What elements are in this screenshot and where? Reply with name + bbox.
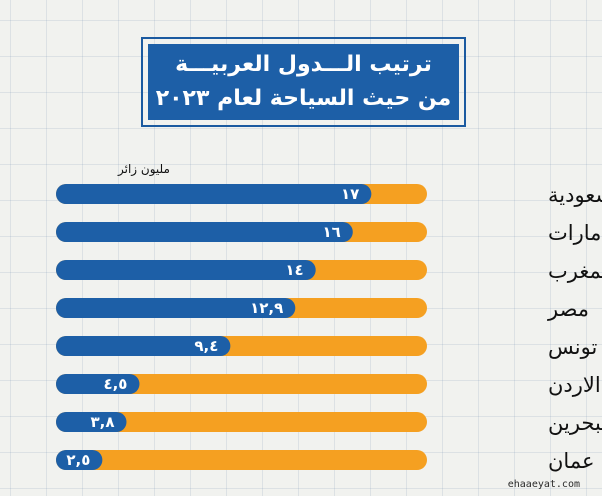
- bar-value-6: [56, 412, 127, 432]
- data-label-5: ٤,٥: [103, 375, 127, 393]
- category-label-1: الامارات: [548, 221, 602, 245]
- title-frame: ترتيب الـــدول العربيـــة من حيث السياحة…: [141, 37, 466, 127]
- title-line-2: من حيث السياحة لعام ٢٠٢٣: [155, 86, 452, 111]
- data-label-7: ٢,٥: [66, 451, 90, 469]
- category-label-4: تونس: [548, 335, 597, 359]
- data-label-3: ١٢,٩: [250, 299, 283, 317]
- title-line-1: ترتيب الـــدول العربيـــة: [175, 52, 432, 77]
- bar-track-5: [56, 374, 427, 394]
- data-label-0: ١٧: [341, 185, 359, 203]
- bar-value-5: [56, 374, 140, 394]
- title-panel: ترتيب الـــدول العربيـــة من حيث السياحة…: [148, 44, 459, 120]
- category-label-2: المغرب: [548, 259, 602, 283]
- bar-value-3: [56, 298, 296, 318]
- category-label-7: عمان: [548, 449, 595, 473]
- category-label-5: الاردن: [548, 373, 601, 397]
- bar-value-0: [56, 184, 372, 204]
- bar-track-7: [56, 450, 427, 470]
- category-label-6: البحرين: [548, 411, 602, 435]
- data-label-2: ١٤: [285, 261, 303, 279]
- data-label-1: ١٦: [322, 223, 340, 241]
- bar-value-1: [56, 222, 353, 242]
- bar-value-2: [56, 260, 316, 280]
- unit-label: مليون زائر: [118, 162, 170, 176]
- watermark: ehaaeyat.com: [507, 479, 580, 490]
- data-label-6: ٣,٨: [90, 413, 114, 431]
- category-label-3: مصر: [547, 297, 589, 321]
- bar-value-7: [56, 450, 103, 470]
- category-label-0: السعودية: [548, 183, 602, 207]
- bar-track-6: [56, 412, 427, 432]
- bar-value-4: [56, 336, 231, 356]
- data-label-4: ٩,٤: [194, 337, 218, 355]
